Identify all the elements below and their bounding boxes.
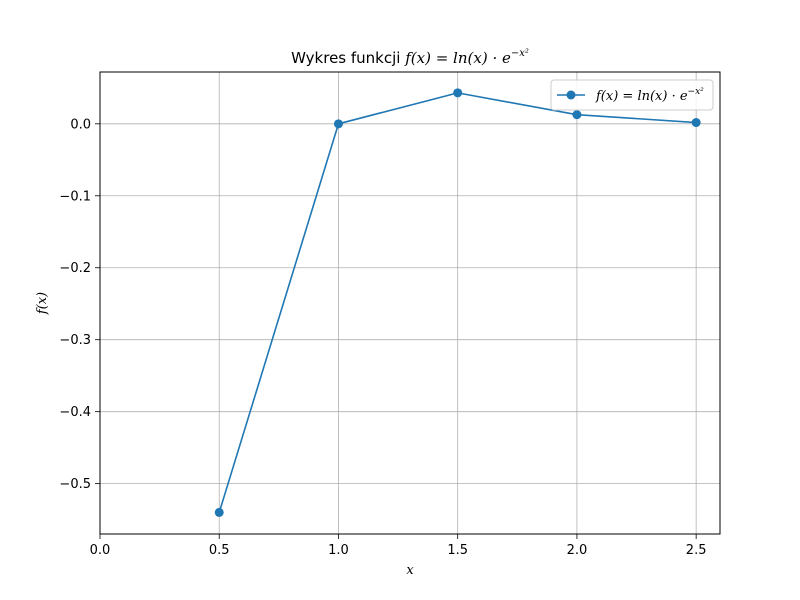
x-tick-label: 2.0 — [567, 543, 588, 558]
x-tick-label: 1.5 — [447, 543, 468, 558]
data-point — [214, 507, 224, 517]
x-axis-label: x — [406, 563, 414, 578]
x-tick-label: 1.0 — [328, 543, 349, 558]
chart-title: Wykres funkcji f(x) = ln(x) · e−x² — [291, 48, 529, 67]
legend-marker — [566, 90, 576, 100]
y-tick-label: −0.1 — [59, 189, 91, 204]
x-tick-label: 2.5 — [686, 543, 707, 558]
data-point — [333, 119, 343, 129]
series-layer — [214, 88, 701, 517]
y-tick-label: −0.2 — [59, 261, 91, 276]
grid — [99, 72, 720, 534]
y-axis-label: f(x) — [35, 292, 50, 315]
x-tick-label: 0.5 — [209, 543, 230, 558]
legend-box — [550, 79, 714, 111]
data-point — [453, 88, 463, 98]
legend: f(x) = ln(x) · e−x² — [550, 79, 714, 111]
x-tick-label: 0.0 — [90, 543, 111, 558]
data-point — [691, 118, 701, 128]
y-tick-label: 0.0 — [70, 117, 91, 132]
y-tick-label: −0.4 — [59, 405, 91, 420]
data-point — [572, 110, 582, 120]
y-tick-label: −0.3 — [59, 333, 91, 348]
legend-label: f(x) = ln(x) · e−x² — [595, 87, 704, 104]
plot-frame — [99, 71, 721, 535]
y-tick-label: −0.5 — [59, 477, 91, 492]
ticks: 0.0 0.5 1.0 1.5 2.0 2.5 −0.5 −0.4 −0.3 −0.2 −0.1 0.… — [59, 117, 706, 558]
